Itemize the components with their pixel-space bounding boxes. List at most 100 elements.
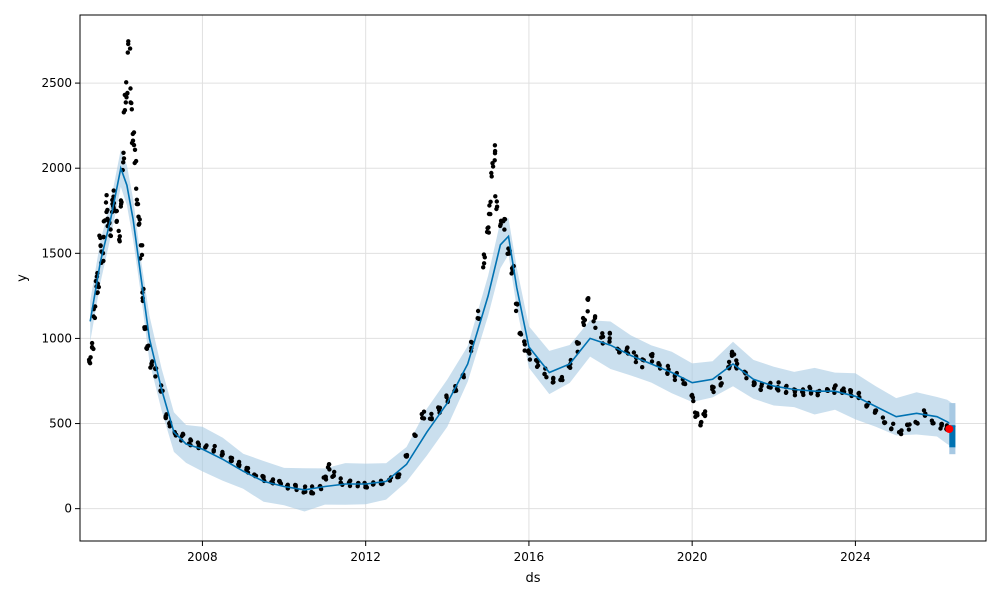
observed-point [517,331,522,336]
observed-point [558,377,563,383]
observed-point [488,199,493,204]
observed-point [142,325,147,330]
observed-point [347,479,352,484]
future-forecast-block [949,425,956,448]
observed-point [580,315,586,321]
uncertainty-interval [90,149,956,512]
observed-point [421,409,427,414]
observed-point [534,364,540,369]
observed-point [938,426,943,431]
observed-point [139,252,145,258]
x-axis-ticks: 2008 2012 2016 2020 2024 [187,541,871,564]
observed-point [490,164,496,169]
y-tick-label: 1000 [41,331,72,345]
observed-point [125,50,130,55]
observed-point [121,160,126,165]
observed-point [631,350,637,355]
observed-point [108,233,113,238]
observed-point [153,374,158,379]
observed-point [113,209,119,214]
observed-point [759,383,764,389]
x-tick-label: 2016 [514,550,545,564]
observed-point [220,451,225,457]
x-tick-label: 2012 [350,550,381,564]
observed-point [167,424,172,429]
observed-point [301,490,306,495]
observed-point [278,480,283,485]
observed-point [929,418,935,423]
observed-point [502,227,507,232]
observed-point [117,239,122,244]
observed-point [228,455,233,460]
observed-point [898,431,904,437]
observed-point [136,214,141,219]
observed-point [475,316,480,321]
observed-point [96,284,102,290]
observed-point [484,229,490,235]
observed-point [103,200,109,205]
observed-point [783,390,789,395]
observed-point [124,95,129,100]
observed-point [693,414,698,419]
observed-point [808,391,814,396]
observed-point [309,491,314,496]
plot-frame [79,14,987,542]
observed-point [338,476,343,481]
observed-point [729,353,735,358]
observed-point [482,255,487,260]
observed-point [204,443,209,448]
observed-point [121,150,126,155]
observed-point [93,304,98,309]
observed-point [672,377,678,383]
observed-point [420,415,425,421]
observed-point [585,309,590,314]
observed-point [89,340,95,346]
observed-point [130,131,135,137]
observed-point [302,484,308,489]
observed-point [792,393,798,398]
forecast-line [89,165,956,491]
observed-point [498,223,503,229]
observed-point [118,201,124,207]
observed-point [607,331,613,336]
observed-point [129,107,134,112]
x-tick-label: 2020 [677,550,708,564]
observed-point [180,431,186,436]
observed-point [513,308,519,314]
observed-point [501,219,506,224]
observed-point [323,474,328,480]
y-tick-label: 500 [49,417,72,431]
observed-point [744,376,749,381]
observed-point [211,448,216,453]
observed-point [347,483,353,489]
observed-point [108,227,113,232]
observed-point [889,426,894,431]
observed-point [848,390,853,395]
observed-point [128,86,133,91]
observed-point [489,174,494,179]
observed-point [633,359,639,365]
x-axis-label: ds [525,571,540,586]
observed-point [98,243,103,248]
observed-point [551,379,556,385]
forecast-trend-line [89,165,956,491]
observed-point [101,219,107,224]
observed-point [148,365,153,370]
observed-point [87,361,93,366]
observed-point [939,421,944,427]
observed-point [461,375,466,380]
observed-point [551,375,556,381]
future-forecast [945,403,956,455]
observed-point [689,392,695,398]
observed-point [121,156,127,161]
observed-point [475,308,481,314]
observed-point [481,265,486,270]
observed-point [568,365,573,370]
observed-point [600,331,605,336]
observed-point [905,422,910,427]
observed-point [815,392,820,397]
observed-point [144,346,149,351]
observed-point [906,427,912,432]
y-tick-label: 2000 [41,161,72,175]
